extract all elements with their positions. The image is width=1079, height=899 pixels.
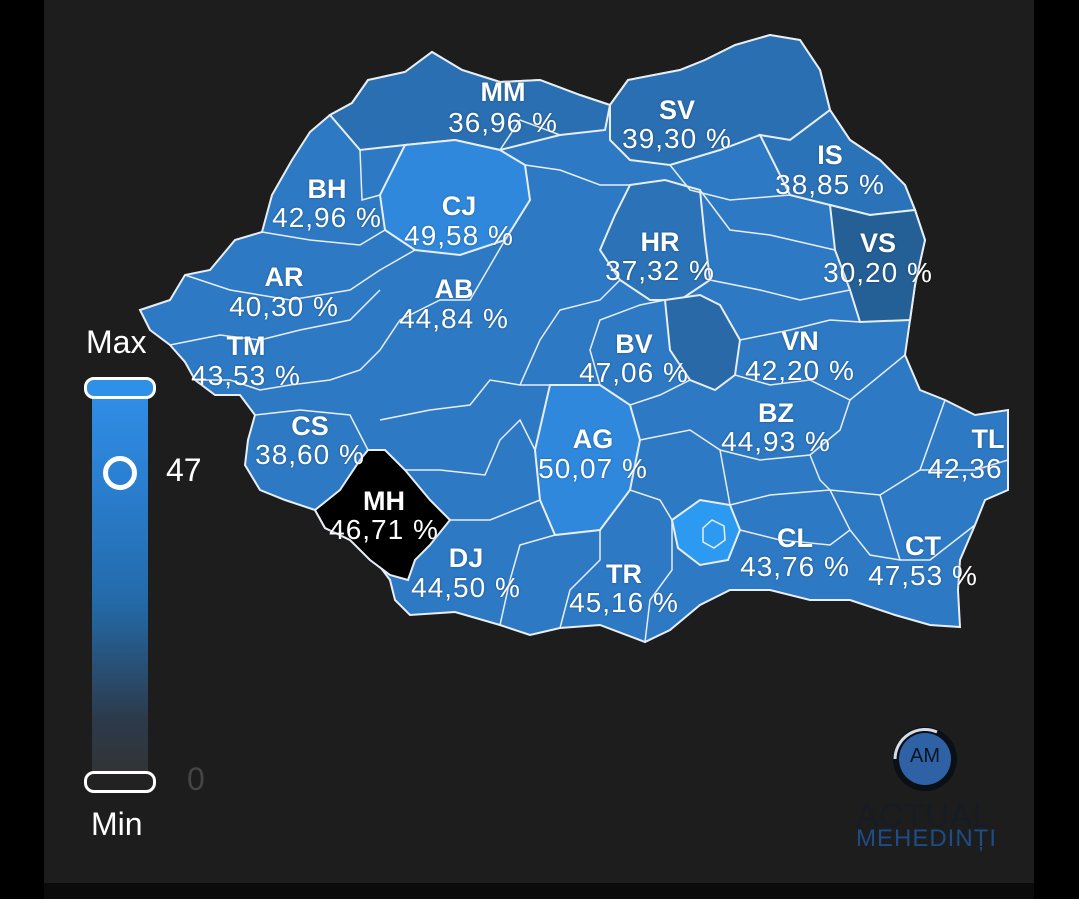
county-value-cs: 38,60 % (255, 439, 365, 470)
legend-current-value: 47 (166, 452, 202, 488)
county-value-hr: 37,32 % (605, 255, 715, 286)
county-area-sv (609, 33, 832, 167)
county-code-ct: CT (905, 531, 941, 561)
county-value-dj: 44,50 % (411, 572, 521, 603)
county-code-dj: DJ (448, 543, 484, 573)
county-code-ar: AR (264, 262, 304, 292)
county-value-bh: 42,96 % (272, 202, 382, 233)
legend-value-slider-knob[interactable] (103, 456, 137, 490)
county-code-cl: CL (777, 523, 813, 553)
legend-min-handle[interactable] (84, 771, 156, 793)
logo-mark-text: AM (910, 745, 940, 767)
county-value-bv: 47,06 % (579, 357, 689, 388)
county-value-is: 38,85 % (775, 169, 885, 200)
county-code-bz: BZ (758, 398, 794, 428)
county-value-vn: 42,20 % (745, 355, 855, 386)
county-value-tm: 43,53 % (191, 360, 301, 391)
county-value-ab: 44,84 % (399, 303, 509, 334)
legend-min-label: Min (91, 806, 143, 842)
legend-color-scale (92, 384, 148, 780)
county-code-bh: BH (307, 174, 347, 204)
county-area-ag (533, 384, 642, 537)
legend-max-label: Max (86, 324, 147, 360)
county-code-tm: TM (226, 331, 266, 361)
bucharest-city (702, 519, 726, 549)
county-area-vs (828, 203, 927, 324)
legend-min-value: 0 (187, 761, 205, 797)
county-code-mh: MH (363, 486, 405, 516)
county-code-tr: TR (606, 559, 642, 589)
county-value-mm: 36,96 % (448, 107, 558, 138)
county-value-ag: 50,07 % (538, 453, 648, 484)
county-value-mh: 46,71 % (329, 514, 439, 545)
county-value-sv: 39,30 % (622, 123, 732, 154)
county-code-vs: VS (859, 228, 897, 258)
county-code-ag: AG (572, 424, 614, 454)
county-value-vs: 30,20 % (823, 257, 933, 288)
county-area-is (758, 108, 917, 217)
county-borders (169, 119, 1009, 643)
county-value-cl: 43,76 % (740, 551, 850, 582)
bottom-strip (44, 883, 1034, 899)
county-code-cj: CJ (441, 191, 477, 221)
county-value-tr: 45,16 % (569, 587, 679, 618)
actual-mehedinti-logo-icon (893, 727, 957, 791)
county-value-cj: 49,58 % (404, 220, 514, 251)
county-value-ar: 40,30 % (229, 291, 339, 322)
county-value-tl: 42,36 (927, 453, 1003, 484)
county-code-is: IS (817, 140, 843, 170)
county-code-cs: CS (291, 411, 329, 441)
logo-text-mehedinti: MEHEDINȚI (856, 825, 997, 852)
county-code-tl: TL (971, 424, 1005, 454)
county-code-mm: MM (480, 77, 526, 107)
county-area-mh (313, 449, 452, 582)
county-value-bz: 44,93 % (721, 426, 831, 457)
county-code-vn: VN (781, 326, 819, 356)
county-code-bv: BV (615, 329, 653, 359)
county-value-ct: 47,53 % (868, 560, 978, 591)
legend-max-handle[interactable] (84, 377, 156, 399)
county-code-sv: SV (658, 95, 696, 125)
county-code-ab: AB (434, 274, 474, 304)
county-code-hr: HR (640, 227, 680, 257)
logo-text-actual: ACTUAL (856, 797, 993, 834)
